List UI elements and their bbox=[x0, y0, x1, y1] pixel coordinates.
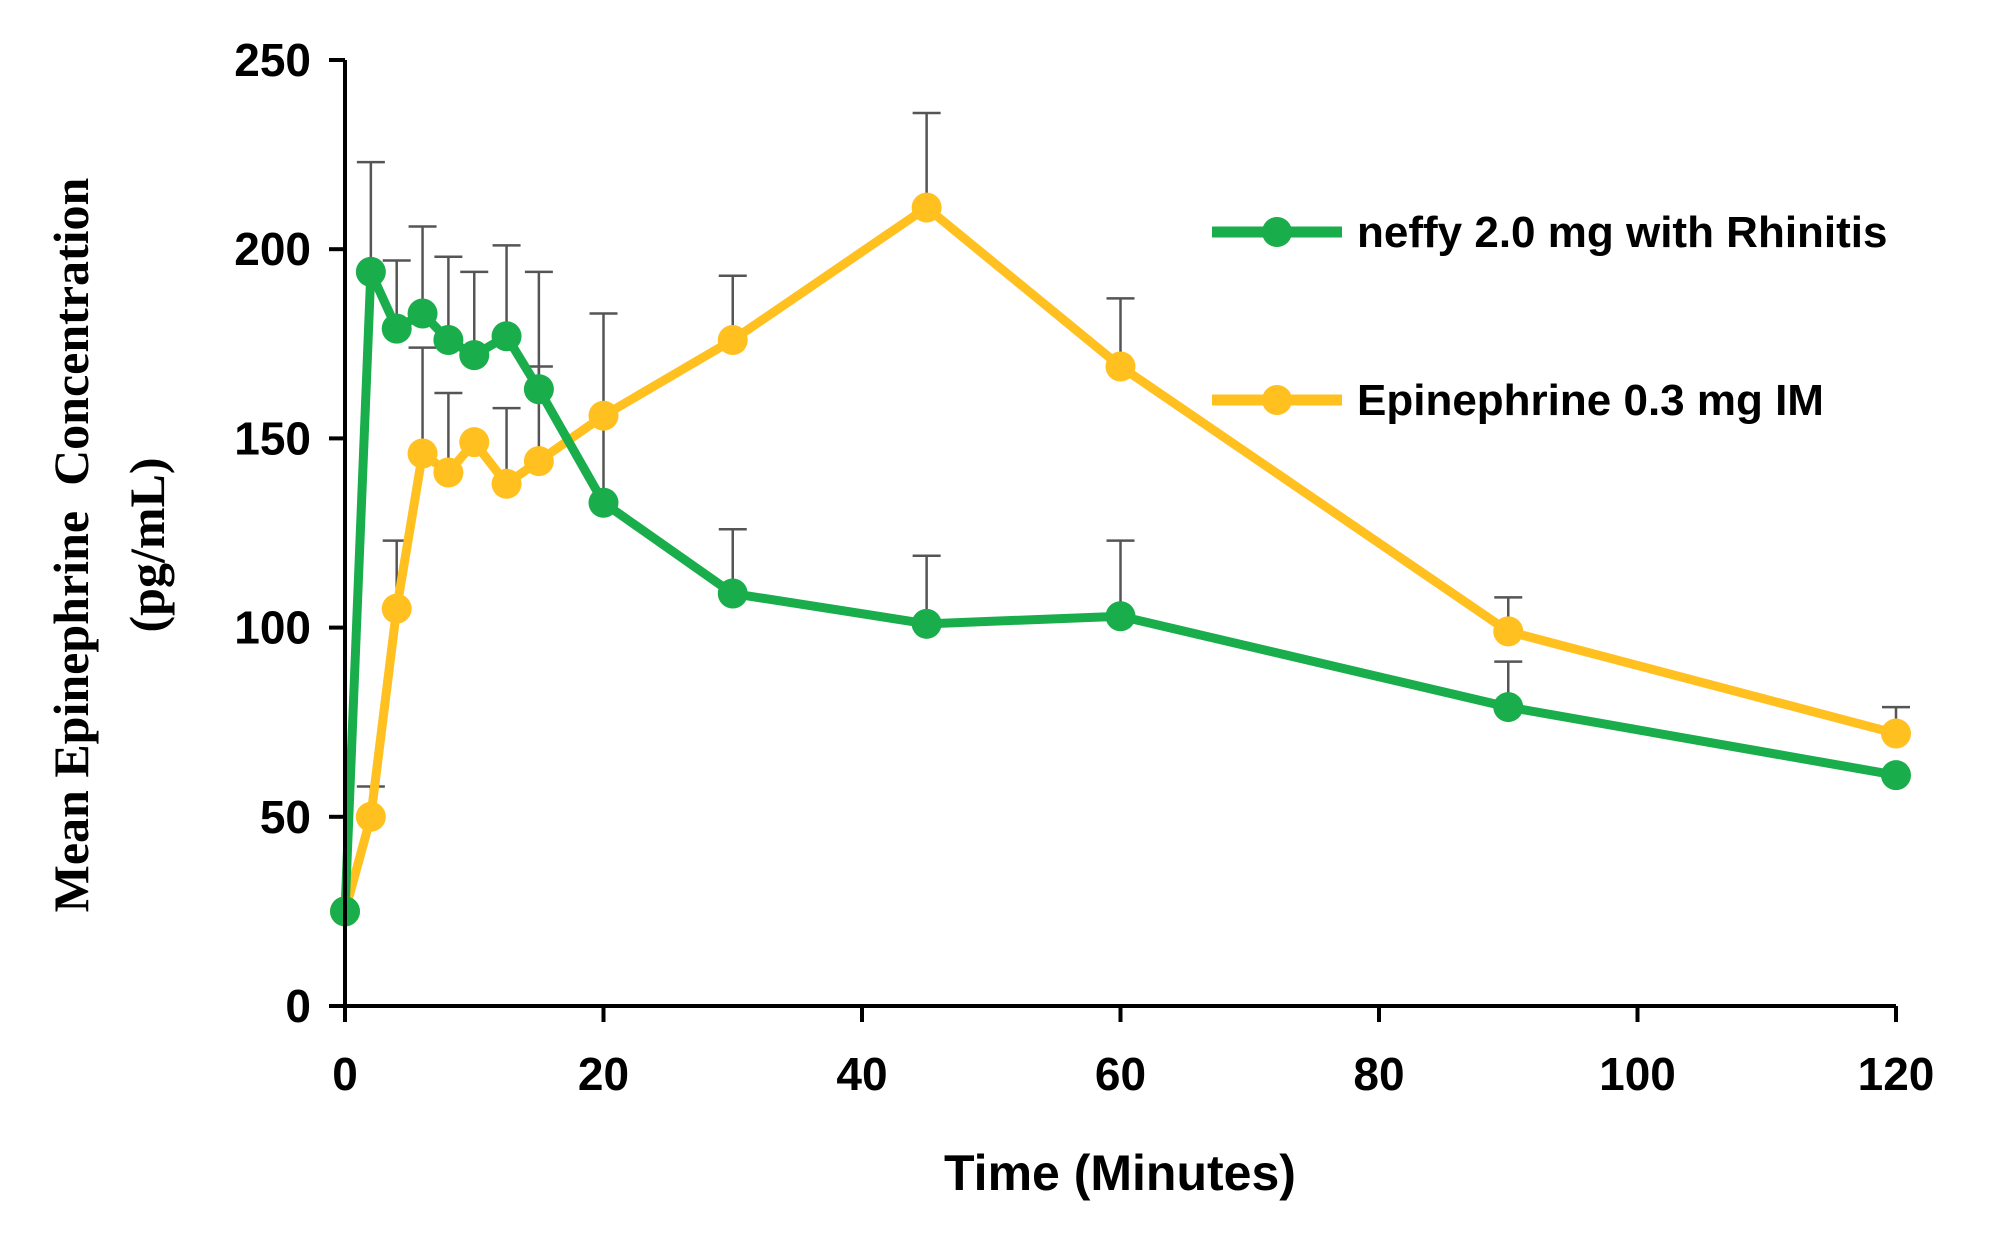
data-point-s0 bbox=[523, 374, 554, 405]
data-point-s0 bbox=[1105, 601, 1136, 632]
y-axis-title-line1: Mean Epinephrine Concentration bbox=[43, 177, 99, 912]
x-tick-label: 120 bbox=[1858, 1048, 1935, 1100]
data-point-s1 bbox=[523, 446, 554, 477]
y-tick-label: 150 bbox=[234, 412, 311, 464]
legend-item-epinephrine-im: Epinephrine 0.3 mg IM bbox=[1212, 376, 1824, 425]
legend-item-neffy: neffy 2.0 mg with Rhinitis bbox=[1212, 208, 1888, 257]
x-ticks: 0 20 40 60 80 100 120 bbox=[332, 1006, 1934, 1100]
y-tick-label: 250 bbox=[234, 34, 311, 86]
data-point-s0 bbox=[433, 325, 464, 356]
data-point-s0 bbox=[459, 340, 490, 371]
data-point-s0 bbox=[1881, 760, 1911, 791]
axes bbox=[343, 60, 1896, 1008]
series-line-1 bbox=[340, 203, 1901, 916]
y-tick-label: 200 bbox=[234, 223, 311, 275]
data-point-s0 bbox=[407, 298, 438, 329]
data-point-s1 bbox=[407, 438, 438, 469]
data-point-s1 bbox=[459, 427, 490, 458]
y-tick-label: 100 bbox=[234, 602, 311, 654]
x-axis-title: Time (Minutes) bbox=[944, 1145, 1296, 1201]
data-point-s1 bbox=[1881, 718, 1911, 749]
x-tick-label: 0 bbox=[332, 1048, 358, 1100]
y-tick-label: 50 bbox=[260, 791, 311, 843]
data-point-s0 bbox=[381, 313, 412, 344]
error-bars bbox=[356, 111, 1910, 817]
legend-swatch-neffy-marker bbox=[1262, 217, 1292, 247]
x-tick-label: 60 bbox=[1095, 1048, 1146, 1100]
data-point-s1 bbox=[355, 801, 386, 832]
y-tick-label: 0 bbox=[285, 980, 311, 1032]
y-axis-title-line2: (pg/mL) bbox=[119, 458, 175, 633]
series-points bbox=[330, 192, 1911, 927]
x-tick-label: 20 bbox=[578, 1048, 629, 1100]
data-point-s0 bbox=[1493, 692, 1524, 723]
legend-label-neffy: neffy 2.0 mg with Rhinitis bbox=[1357, 208, 1888, 257]
x-tick-label: 80 bbox=[1353, 1048, 1404, 1100]
legend-label-epinephrine-im: Epinephrine 0.3 mg IM bbox=[1357, 376, 1824, 425]
x-tick-label: 100 bbox=[1599, 1048, 1676, 1100]
data-point-s0 bbox=[355, 256, 386, 287]
legend-swatch-im-marker bbox=[1262, 385, 1292, 415]
data-point-s0 bbox=[491, 321, 522, 352]
data-point-s1 bbox=[717, 325, 748, 356]
data-point-s0 bbox=[717, 578, 748, 609]
data-point-s1 bbox=[911, 192, 942, 223]
data-point-s1 bbox=[491, 468, 522, 499]
data-point-s0 bbox=[911, 608, 942, 639]
data-point-s1 bbox=[1493, 616, 1524, 647]
y-axis-title: Mean Epinephrine Concentration (pg/mL) bbox=[43, 177, 175, 912]
data-point-s1 bbox=[588, 400, 619, 431]
data-point-s0 bbox=[588, 487, 619, 518]
y-ticks: 0 50 100 150 200 250 bbox=[234, 34, 345, 1032]
data-point-s1 bbox=[381, 593, 412, 624]
x-tick-label: 40 bbox=[836, 1048, 887, 1100]
legend: neffy 2.0 mg with Rhinitis Epinephrine 0… bbox=[1212, 208, 1888, 425]
data-point-s1 bbox=[1105, 351, 1136, 382]
data-point-s1 bbox=[433, 457, 464, 488]
